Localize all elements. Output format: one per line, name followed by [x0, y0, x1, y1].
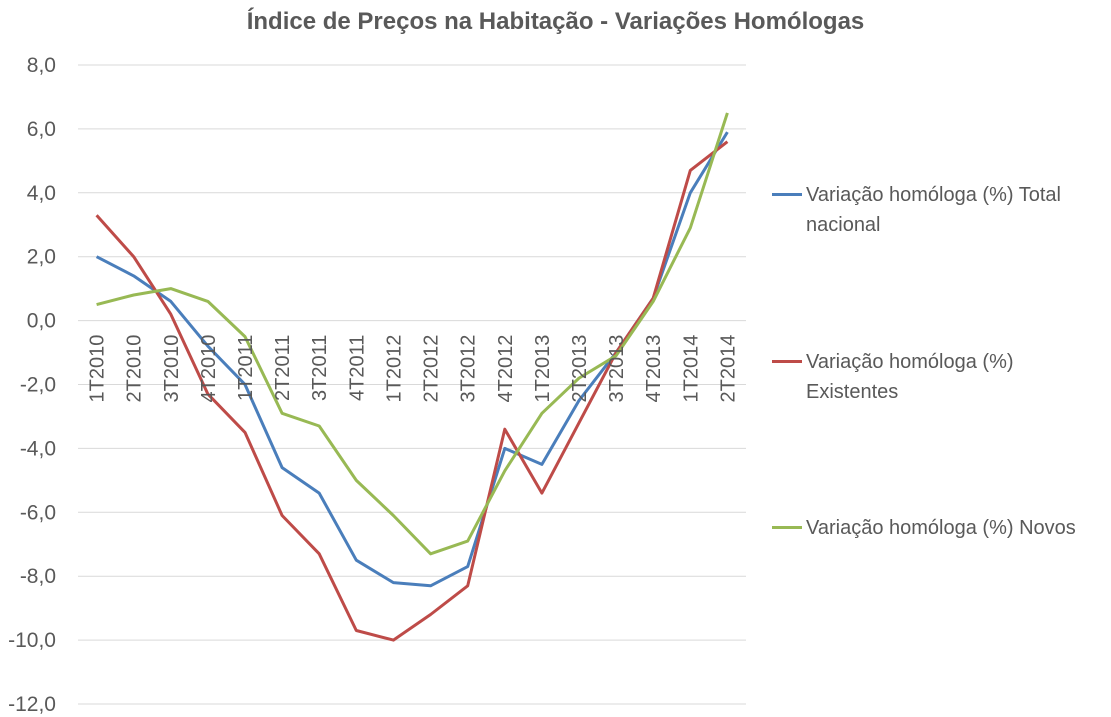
- y-tick-label: 8,0: [27, 54, 56, 77]
- x-tick-label: 3T2012: [458, 335, 480, 403]
- x-tick-label: 1T2013: [532, 335, 554, 403]
- y-tick-label: 4,0: [27, 182, 56, 205]
- legend-swatch: [772, 360, 802, 363]
- gridlines: [78, 64, 746, 705]
- x-tick-label: 4T2013: [643, 335, 665, 403]
- y-tick-label: -10,0: [8, 629, 56, 652]
- legend-swatch: [772, 526, 802, 529]
- x-tick-label: 4T2011: [346, 335, 368, 401]
- x-tick-label: 1T2010: [87, 335, 109, 403]
- series-line-3: [96, 112, 729, 556]
- y-tick-label: 2,0: [27, 246, 56, 269]
- x-tick-label: 1T2012: [383, 335, 405, 403]
- x-axis-ticks: 1T2010 2T2010 3T2010 4T2010 1T2011 2T2011 3T20…: [87, 335, 740, 403]
- chart-title: Índice de Preços na Habitação - Variaçõe…: [246, 8, 865, 35]
- x-tick-label: 4T2010: [198, 335, 220, 403]
- x-tick-label: 2T2011: [272, 335, 294, 401]
- series-lines: [95, 112, 729, 642]
- x-tick-label: 2T2012: [421, 335, 443, 403]
- legend-item-3: Variação homóloga (%) Novos: [772, 513, 1107, 543]
- y-tick-label: -4,0: [20, 437, 56, 460]
- x-tick-label: 1T2011: [235, 335, 257, 401]
- legend-item-1: Variação homóloga (%) Total nacional: [772, 180, 1107, 240]
- y-tick-label: 0,0: [27, 310, 56, 333]
- y-tick-label: -12,0: [8, 693, 56, 716]
- legend-label: Variação homóloga (%) Existentes: [806, 351, 1014, 403]
- x-tick-label: 3T2013: [606, 335, 628, 403]
- x-tick-label: 2T2013: [569, 335, 591, 403]
- x-tick-label: 1T2014: [680, 335, 702, 403]
- y-tick-label: -6,0: [20, 501, 56, 524]
- x-tick-label: 2T2010: [124, 335, 146, 403]
- legend-swatch: [772, 193, 802, 196]
- legend-label: Variação homóloga (%) Total nacional: [806, 184, 1061, 236]
- legend-item-2: Variação homóloga (%) Existentes: [772, 347, 1107, 407]
- x-tick-label: 3T2011: [309, 335, 331, 401]
- legend-label: Variação homóloga (%) Novos: [806, 517, 1076, 539]
- y-tick-label: -2,0: [20, 374, 56, 397]
- y-axis-ticks: 8,0 6,0 4,0 2,0 0,0 -2,0 -4,0 -6,0 -8,0 -10,0 -12,…: [8, 54, 56, 716]
- x-tick-label: 2T2014: [717, 335, 739, 403]
- x-tick-label: 4T2012: [495, 335, 517, 403]
- x-tick-label: 3T2010: [161, 335, 183, 403]
- y-tick-label: -8,0: [20, 565, 56, 588]
- y-tick-label: 6,0: [27, 118, 56, 141]
- series-line-2: [95, 140, 729, 642]
